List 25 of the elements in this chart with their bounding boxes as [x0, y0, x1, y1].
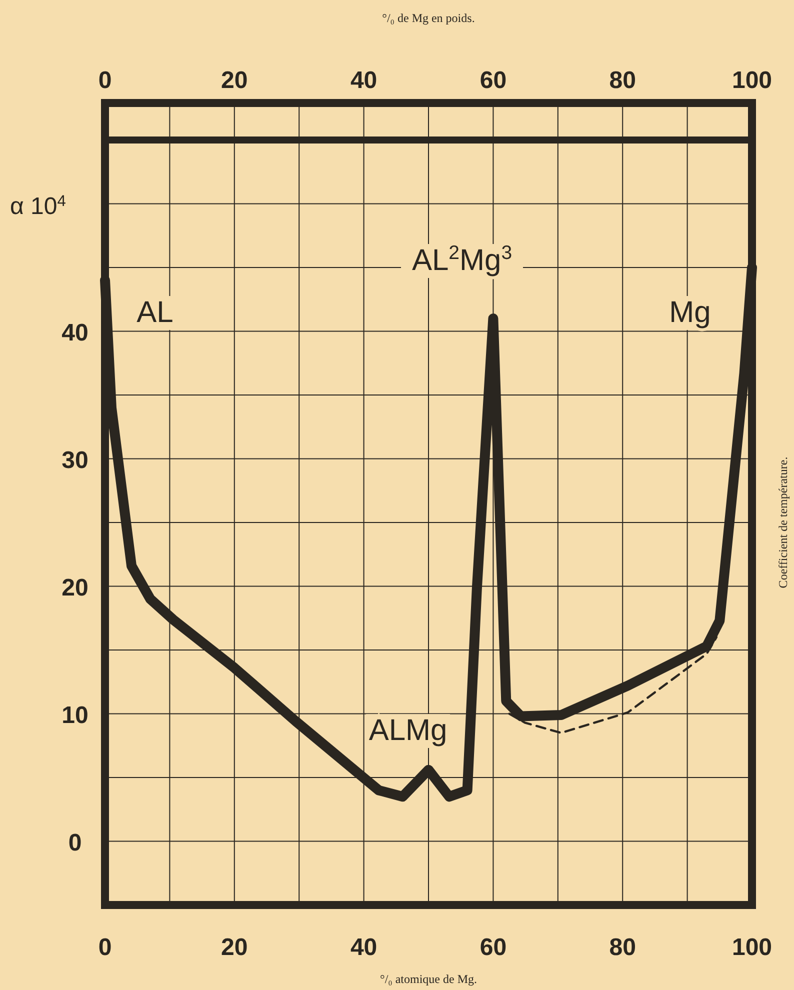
x2-axis-title: °/₀ de Mg en poids. — [382, 11, 475, 25]
y-tick-label: 10 — [62, 702, 88, 729]
x2-tick-label: 0 — [98, 67, 112, 94]
x2-tick-label: 100 — [732, 67, 772, 94]
x2-tick-label: 60 — [480, 67, 507, 94]
annotation: AL$^{2}$Mg$^{3}$ — [412, 242, 512, 277]
y-tick-label: 0 — [68, 829, 82, 856]
annotation: AL — [136, 296, 174, 329]
x-tick-label: 40 — [350, 934, 378, 961]
y-tick-label: 30 — [62, 446, 88, 474]
x-tick-label: 20 — [221, 934, 248, 961]
y-tick-label: 40 — [62, 319, 88, 346]
x-tick-label: 0 — [98, 934, 112, 961]
y-axis-title: α 10$^{4}$ — [10, 192, 66, 220]
text: Coefficient de température. — [776, 456, 790, 588]
annotation: ALMg — [368, 714, 448, 747]
y-tick-label: 20 — [62, 574, 88, 602]
x-tick-label: 60 — [480, 934, 507, 961]
x2-tick-label: 40 — [350, 67, 378, 94]
x-tick-label: 100 — [732, 934, 772, 961]
x2-tick-label: 80 — [609, 67, 636, 94]
x-axis-title: °/₀ atomique de Mg. — [380, 972, 477, 986]
annotation: Mg — [669, 296, 711, 329]
x-tick-label: 80 — [609, 934, 636, 961]
x2-tick-label: 20 — [221, 67, 248, 94]
